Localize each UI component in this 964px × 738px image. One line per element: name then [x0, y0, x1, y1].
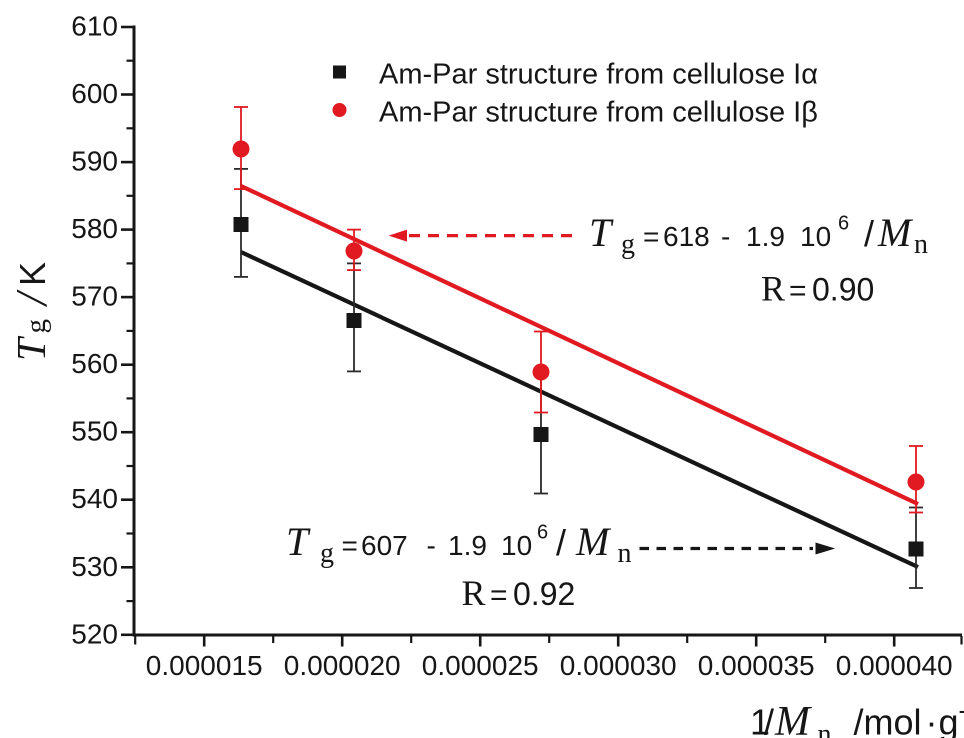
svg-text:g: g — [621, 229, 635, 260]
svg-text:10: 10 — [501, 530, 532, 561]
svg-text:520: 520 — [71, 618, 118, 649]
svg-text:550: 550 — [71, 416, 118, 447]
svg-text:0.90: 0.90 — [812, 272, 874, 308]
svg-text:mol: mol — [864, 702, 922, 738]
svg-text:Am-Par structure from cellulos: Am-Par structure from cellulose Iβ — [379, 97, 818, 129]
svg-text:1: 1 — [750, 702, 770, 738]
svg-text:580: 580 — [71, 213, 118, 244]
svg-text:-1: -1 — [959, 695, 964, 725]
svg-text:K: K — [12, 262, 53, 286]
svg-text:T: T — [8, 335, 54, 361]
svg-text:/: / — [556, 522, 566, 563]
svg-text:0.92: 0.92 — [513, 576, 575, 612]
svg-text:0.000030: 0.000030 — [560, 650, 677, 681]
svg-text:560: 560 — [71, 348, 118, 379]
svg-text:/: / — [7, 289, 56, 308]
svg-text:618: 618 — [663, 221, 710, 252]
svg-text:530: 530 — [71, 551, 118, 582]
svg-text:=: = — [342, 530, 358, 561]
svg-text:1.9: 1.9 — [746, 221, 785, 252]
svg-text:540: 540 — [71, 483, 118, 514]
svg-text:590: 590 — [71, 146, 118, 177]
svg-text:M: M — [774, 699, 812, 738]
svg-text:610: 610 — [71, 11, 118, 42]
svg-text:-: - — [721, 221, 730, 252]
svg-text:n: n — [618, 538, 632, 569]
svg-text:=: = — [490, 579, 508, 612]
svg-text:0.000040: 0.000040 — [836, 650, 953, 681]
svg-text:1.9: 1.9 — [448, 530, 487, 561]
svg-text:6: 6 — [537, 522, 548, 544]
svg-text:10: 10 — [800, 221, 831, 252]
svg-text:Am-Par structure from cellulos: Am-Par structure from cellulose Iα — [379, 59, 818, 91]
svg-text:g: g — [320, 538, 334, 569]
svg-text:/: / — [864, 213, 874, 254]
svg-text:600: 600 — [71, 78, 118, 109]
svg-text:/: / — [764, 702, 774, 738]
svg-text:607: 607 — [361, 530, 408, 561]
svg-text:0.000025: 0.000025 — [422, 650, 539, 681]
svg-text:R: R — [761, 269, 785, 309]
svg-text:=: = — [643, 221, 659, 252]
svg-text:570: 570 — [71, 281, 118, 312]
svg-text:T: T — [286, 519, 311, 564]
svg-text:n: n — [914, 229, 928, 260]
svg-text:6: 6 — [838, 213, 849, 235]
svg-text:0.000015: 0.000015 — [146, 650, 263, 681]
svg-text:/: / — [854, 702, 864, 738]
svg-text:0.000020: 0.000020 — [284, 650, 401, 681]
svg-text:M: M — [575, 519, 612, 564]
svg-text:·: · — [926, 702, 938, 738]
svg-text:-: - — [427, 530, 436, 561]
svg-text:0.000035: 0.000035 — [698, 650, 815, 681]
svg-text:T: T — [589, 210, 614, 255]
svg-text:g: g — [939, 702, 959, 738]
svg-text:g: g — [20, 319, 52, 334]
svg-text:M: M — [877, 210, 914, 255]
svg-text:R: R — [462, 573, 486, 613]
svg-text:=: = — [789, 275, 807, 308]
svg-text:n: n — [818, 719, 832, 738]
